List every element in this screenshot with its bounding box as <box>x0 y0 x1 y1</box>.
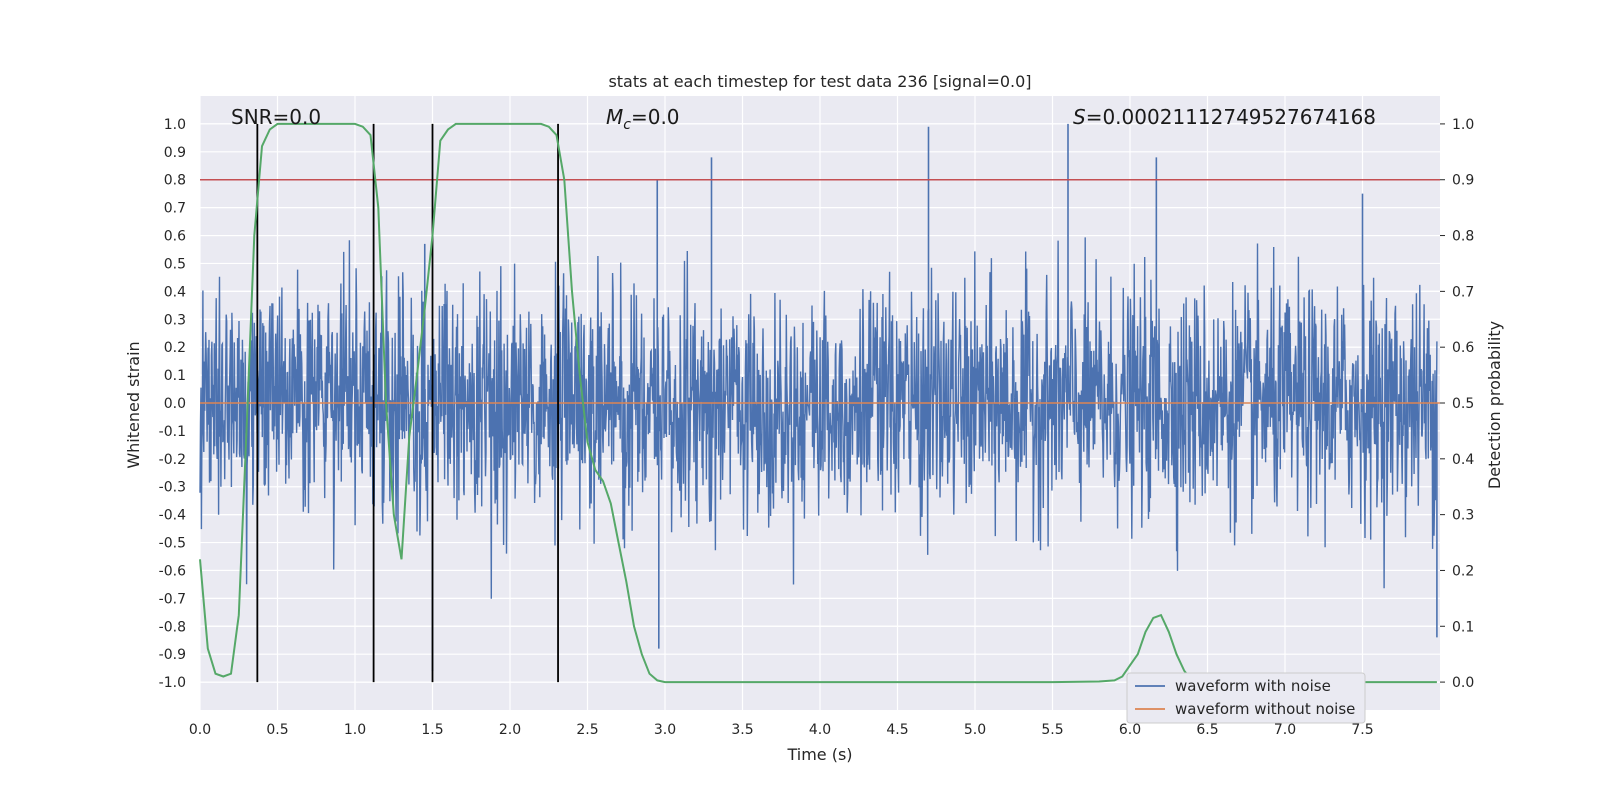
y2-tick-label: 0.8 <box>1452 229 1474 245</box>
y-tick-label: 0.5 <box>164 256 186 272</box>
snr-annotation: SNR=0.0 <box>231 105 321 129</box>
y-tick-label: 0.4 <box>164 284 186 300</box>
y2-tick-label: 0.1 <box>1452 619 1474 635</box>
y-axis-ticks: 1.0 0.9 0.8 0.7 0.6 0.5 0.4 0.3 0.2 0.1 0.0 -0.1 -0.… <box>159 117 186 691</box>
y2-axis-ticks: 1.0 0.9 0.8 0.7 0.6 0.5 0.4 0.3 0.2 0.1 0.0 <box>1440 117 1474 691</box>
y-tick-label: 0.9 <box>164 145 186 161</box>
y2-tick-label: 1.0 <box>1452 117 1474 133</box>
y-tick-label: -0.5 <box>159 536 186 552</box>
x-tick-label: 3.0 <box>654 722 676 738</box>
chart-title: stats at each timestep for test data 236… <box>608 72 1031 91</box>
y-axis-label: Whitened strain <box>124 341 143 468</box>
x-tick-label: 4.0 <box>809 722 831 738</box>
x-tick-label: 0.0 <box>189 722 211 738</box>
y-tick-label: -0.9 <box>159 647 186 663</box>
x-tick-label: 4.5 <box>886 722 908 738</box>
y-tick-label: 0.6 <box>164 229 186 245</box>
x-tick-label: 2.0 <box>499 722 521 738</box>
legend: waveform with noise waveform without noi… <box>1126 672 1366 724</box>
y-tick-label: -0.8 <box>159 619 186 635</box>
vertical-markers <box>256 123 559 683</box>
x-axis-label: Time (s) <box>786 745 852 764</box>
y2-tick-label: 0.9 <box>1452 173 1474 189</box>
detection-probability-series <box>199 122 1437 684</box>
x-tick-label: 7.5 <box>1351 722 1373 738</box>
y-tick-label: 0.1 <box>164 368 186 384</box>
y2-tick-label: 0.6 <box>1452 340 1474 356</box>
x-tick-label: 5.0 <box>964 722 986 738</box>
y2-axis-label: Detection probability <box>1485 321 1504 489</box>
y-tick-label: 0.7 <box>164 201 186 217</box>
x-tick-label: 7.0 <box>1274 722 1296 738</box>
x-axis-ticks: 0.0 0.5 1.0 1.5 2.0 2.5 3.0 3.5 4.0 4.5 5.0 5.5 6.0 6… <box>189 722 1374 738</box>
y-tick-label: -0.1 <box>159 424 186 440</box>
y-tick-label: 0.8 <box>164 173 186 189</box>
x-tick-label: 1.0 <box>344 722 366 738</box>
y2-tick-label: 0.2 <box>1452 563 1474 579</box>
y2-tick-label: 0.0 <box>1452 675 1474 691</box>
y-tick-label: -0.6 <box>159 563 186 579</box>
y-tick-label: 0.0 <box>164 396 186 412</box>
legend-label-noise: waveform with noise <box>1175 677 1331 695</box>
x-tick-label: 6.0 <box>1119 722 1141 738</box>
x-tick-label: 2.5 <box>576 722 598 738</box>
detection-probability-line <box>199 122 1437 684</box>
y-tick-label: -0.7 <box>159 591 186 607</box>
waveform-with-noise-series <box>199 123 1438 671</box>
x-tick-label: 5.5 <box>1041 722 1063 738</box>
y-tick-label: -0.4 <box>159 508 186 524</box>
y-tick-label: 1.0 <box>164 117 186 133</box>
y-tick-label: -1.0 <box>159 675 186 691</box>
y2-tick-label: 0.4 <box>1452 452 1474 468</box>
y2-tick-label: 0.7 <box>1452 284 1474 300</box>
y2-tick-label: 0.3 <box>1452 508 1474 524</box>
y2-tick-label: 0.5 <box>1452 396 1474 412</box>
mc-annotation: Mc=0.0 <box>606 105 680 133</box>
waveform-with-noise-line <box>199 237 1438 599</box>
x-tick-label: 6.5 <box>1196 722 1218 738</box>
x-tick-label: 1.5 <box>421 722 443 738</box>
s-annotation: S=0.00021112749527674168 <box>1073 105 1376 129</box>
y-tick-label: -0.3 <box>159 480 186 496</box>
y-tick-label: 0.3 <box>164 312 186 328</box>
legend-label-clean: waveform without noise <box>1175 700 1355 718</box>
y-tick-label: 0.2 <box>164 340 186 356</box>
x-tick-label: 0.5 <box>266 722 288 738</box>
x-tick-label: 3.5 <box>731 722 753 738</box>
y-tick-label: -0.2 <box>159 452 186 468</box>
